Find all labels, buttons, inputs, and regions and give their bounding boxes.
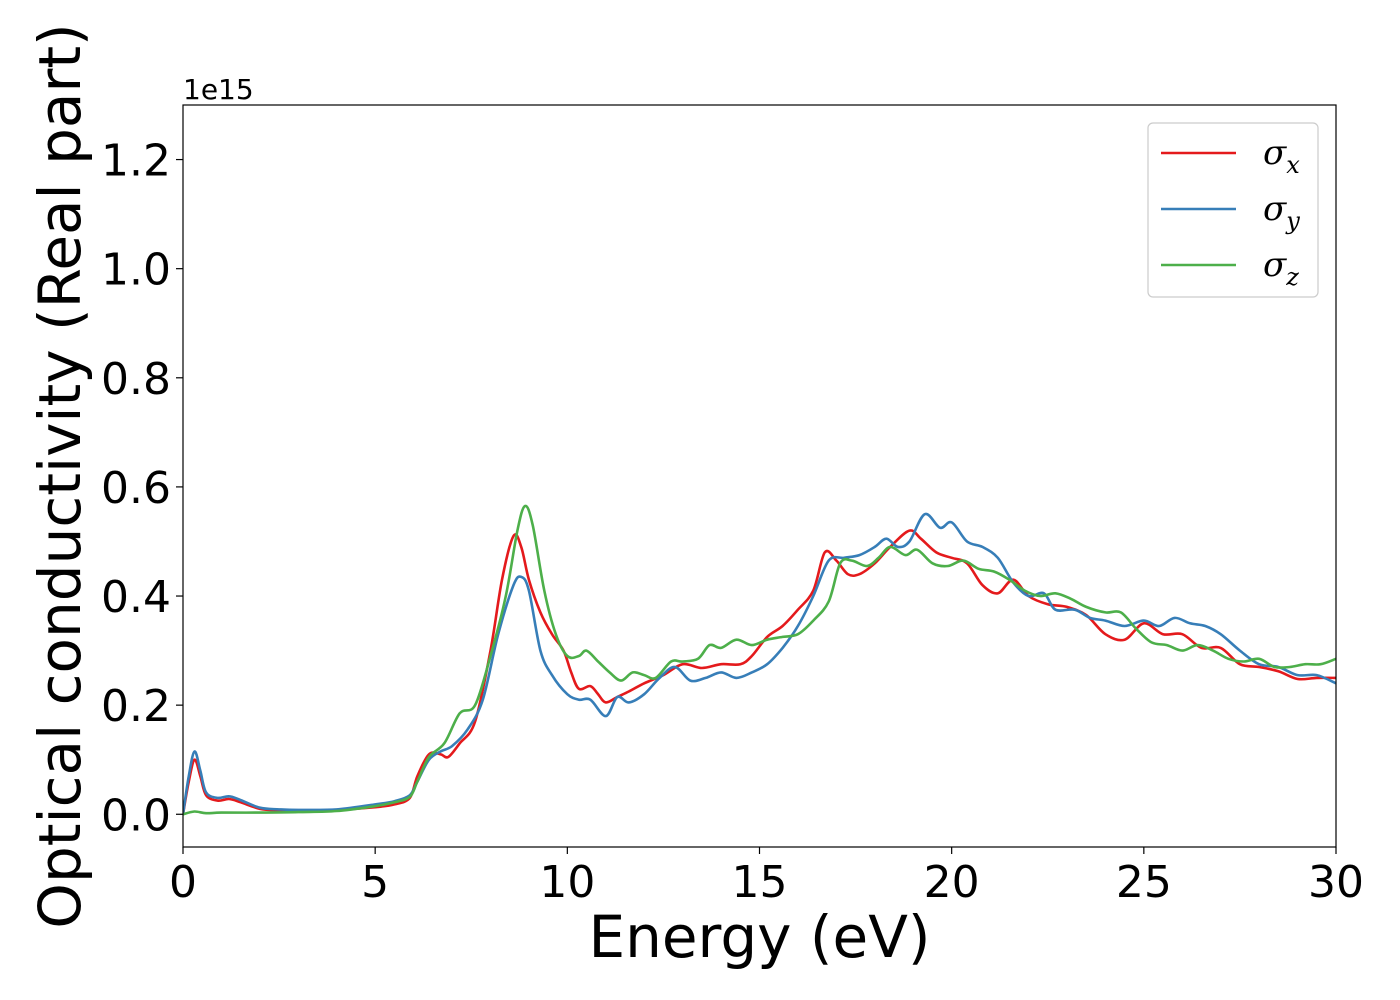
y-tick-label: 1.0 [101, 245, 171, 296]
series-line-sigma-z [183, 504, 1336, 816]
y-tick-label: 0.8 [101, 354, 171, 405]
legend-label-sigma-y: σy [1263, 189, 1300, 235]
x-tick-label: 15 [732, 857, 788, 908]
legend-label-sigma-x: σx [1263, 133, 1300, 179]
x-tick-label: 20 [924, 857, 980, 908]
y-tick-label: 0.4 [101, 572, 171, 623]
x-tick-label: 25 [1116, 857, 1172, 908]
x-axis-label: Energy (eV) [588, 903, 930, 971]
y-axis-label: Optical conductivity (Real part) [26, 23, 94, 928]
y-tick-label: 0.0 [101, 790, 171, 841]
y-tick-label: 0.2 [101, 681, 171, 732]
y-axis-ticks: 0.0 0.2 0.4 0.6 0.8 1.0 1.2 [101, 136, 183, 841]
legend-label-sigma-z: σz [1263, 245, 1299, 291]
y-axis-offset-label: 1e15 [183, 73, 254, 106]
x-tick-label: 0 [169, 857, 197, 908]
x-tick-label: 30 [1308, 857, 1364, 908]
y-tick-label: 1.2 [101, 136, 171, 187]
x-axis-ticks: 0 5 10 15 20 25 30 [169, 847, 1364, 908]
legend: σx σy σz [1147, 122, 1319, 298]
y-tick-label: 0.6 [101, 463, 171, 514]
x-tick-label: 5 [361, 857, 389, 908]
plot-series [183, 504, 1336, 816]
x-tick-label: 10 [539, 857, 595, 908]
